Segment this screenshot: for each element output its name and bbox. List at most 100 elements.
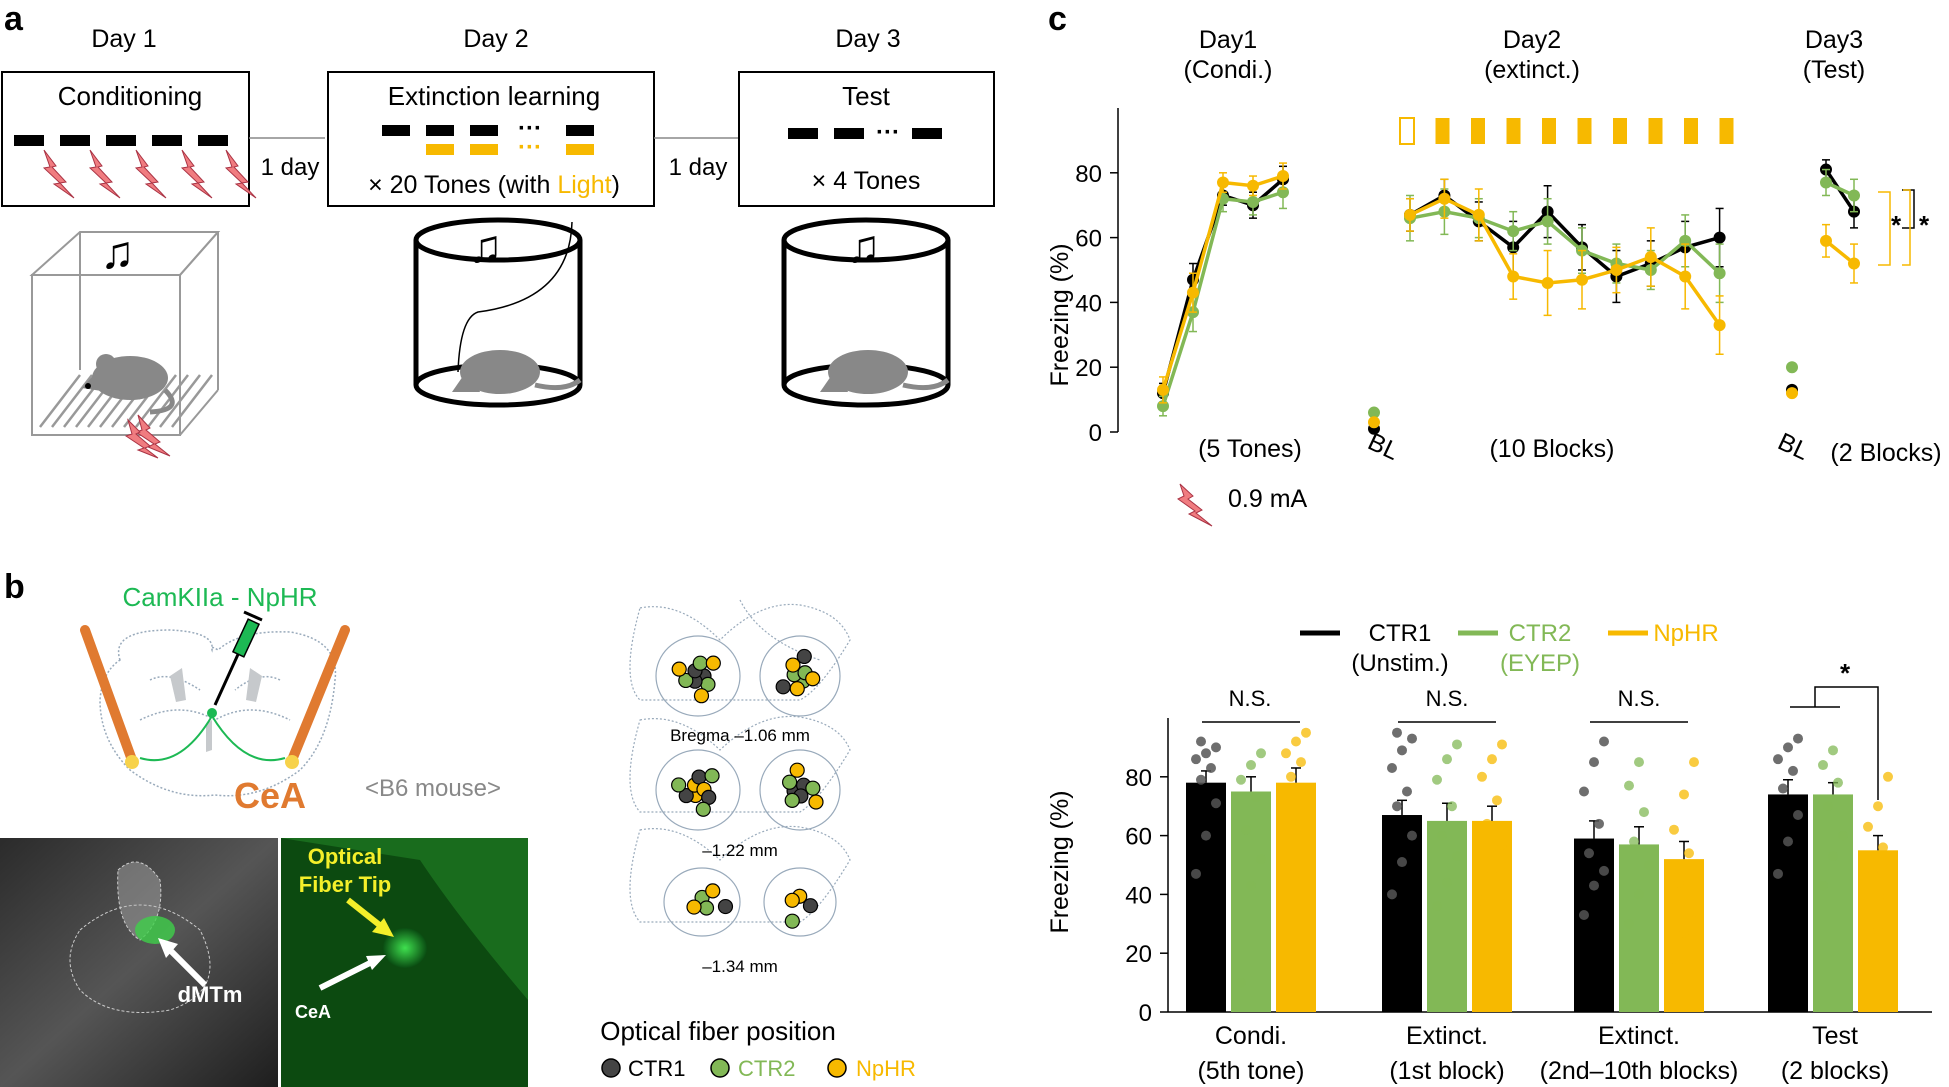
individual-point: [1392, 801, 1402, 812]
individual-point: [1599, 865, 1609, 876]
individual-point: [1793, 810, 1803, 821]
individual-point: [1402, 786, 1412, 797]
fiber-dot: [686, 899, 702, 915]
individual-point: [1497, 839, 1507, 850]
day3-box: [738, 71, 995, 207]
day1-header: Day 1: [91, 25, 156, 53]
data-point-ctr2: [1247, 195, 1259, 208]
micro-tip-label-2: Fiber Tip: [299, 872, 392, 897]
micro-tip-label-1: Optical: [308, 844, 383, 869]
line-chart-axis: 0 20 40 60 80: [1075, 108, 1119, 447]
individual-point: [1236, 977, 1246, 988]
individual-point: [1783, 742, 1793, 753]
data-point-nphr: [1786, 387, 1798, 400]
data-point-nphr: [1247, 179, 1259, 192]
category-sublabel: (1st block): [1389, 1057, 1504, 1085]
xlabel-10-blocks: (10 Blocks): [1489, 435, 1614, 463]
ns-label-3: N.S.: [1618, 686, 1661, 711]
series-line-nphr: [1824, 239, 1856, 265]
individual-point: [1873, 924, 1883, 935]
individual-point: [1644, 860, 1654, 870]
individual-point: [1778, 783, 1788, 794]
xlabel-bl-day2: BL: [1364, 428, 1404, 466]
day2-tones: [382, 125, 594, 155]
day2-chart-sub: (extinct.): [1484, 56, 1580, 84]
grid-floor: [39, 374, 213, 428]
day1-shock-icons: [42, 149, 257, 199]
data-point-nphr: [1368, 416, 1380, 429]
injection-site: [207, 708, 217, 718]
sig-star-test: *: [1840, 658, 1851, 688]
individual-point: [1833, 777, 1843, 788]
dmtm-fluorescence: [135, 916, 175, 944]
svg-text:♫: ♫: [468, 220, 503, 272]
fiber-legend-nphr: NpHR: [856, 1056, 916, 1081]
bar-chart-categories: Condi. (5th tone) Extinct. (1st block) E…: [1197, 1022, 1889, 1085]
individual-point: [1878, 842, 1888, 853]
individual-point: [1301, 786, 1311, 797]
line-chart-significance: * *: [1878, 189, 1930, 266]
fiber-dot: [671, 777, 687, 793]
day2-header: Day 2: [463, 25, 528, 53]
atlas-sections: [629, 599, 851, 923]
fiber-dot: [692, 655, 708, 671]
fiber-dot: [678, 672, 694, 689]
light-on-block: [1506, 118, 1521, 144]
data-point-ctr2: [1713, 267, 1726, 280]
data-point-nphr: [1277, 170, 1289, 183]
individual-point: [1211, 742, 1221, 753]
individual-point: [1236, 774, 1246, 785]
individual-point: [1281, 862, 1291, 873]
day3-dots: ···: [876, 119, 900, 146]
data-point-ctr2: [1848, 189, 1860, 202]
y-tick-label: 40: [1125, 882, 1152, 909]
individual-point: [1828, 851, 1838, 862]
data-point-nphr: [1157, 383, 1169, 396]
individual-point: [1599, 736, 1609, 747]
fiber-dot: [705, 655, 721, 671]
data-point-nphr: [1187, 286, 1199, 299]
individual-point: [1883, 771, 1893, 782]
svg-text:♫: ♫: [846, 220, 881, 272]
individual-point: [1191, 754, 1201, 765]
micro-cea-label: CeA: [295, 1002, 331, 1022]
line-chart-series: [1157, 159, 1860, 435]
brain-section-outline: [99, 629, 337, 797]
y-tick-label: 80: [1075, 161, 1102, 188]
fiber-legend-ctr1: CTR1: [628, 1056, 685, 1081]
category-sublabel: (2nd–10th blocks): [1540, 1057, 1739, 1085]
individual-point: [1579, 786, 1589, 797]
light-on-block: [1435, 118, 1450, 144]
individual-point: [1256, 748, 1266, 759]
day3-chart-header: Day3: [1805, 26, 1863, 54]
fiber-tip-arrow: [346, 897, 384, 930]
light-on-block: [1542, 118, 1556, 144]
data-point-ctr2: [1820, 176, 1832, 189]
gap2-label: 1 day: [669, 154, 728, 181]
individual-point: [1437, 830, 1447, 841]
bar-chart-axis: 0 20 40 60 80: [1125, 718, 1932, 1027]
cea-arrowhead: [366, 955, 386, 970]
light-on-block: [1471, 118, 1485, 144]
individual-point: [1211, 798, 1221, 809]
ns-label-2: N.S.: [1426, 686, 1469, 711]
data-point-nphr: [1820, 234, 1832, 247]
atlas-region-outlines: [655, 635, 841, 937]
cea-arrow: [318, 959, 374, 991]
individual-point: [1296, 757, 1306, 768]
data-point-nphr: [1610, 264, 1623, 276]
fiber-dot: [785, 657, 801, 673]
bar-ctr1: [1768, 794, 1808, 1012]
light-on-block: [1577, 118, 1592, 144]
individual-point: [1793, 733, 1803, 744]
individual-point: [1624, 918, 1634, 929]
individual-point: [1838, 830, 1848, 841]
individual-point: [1241, 824, 1251, 835]
fiber-dot: [717, 898, 734, 915]
individual-point: [1584, 848, 1594, 859]
fiber-dot: [671, 661, 687, 677]
individual-point: [1634, 889, 1644, 900]
bar-ctr1: [1574, 838, 1614, 1012]
individual-point: [1624, 780, 1634, 791]
cea-label: CeA: [234, 775, 306, 816]
